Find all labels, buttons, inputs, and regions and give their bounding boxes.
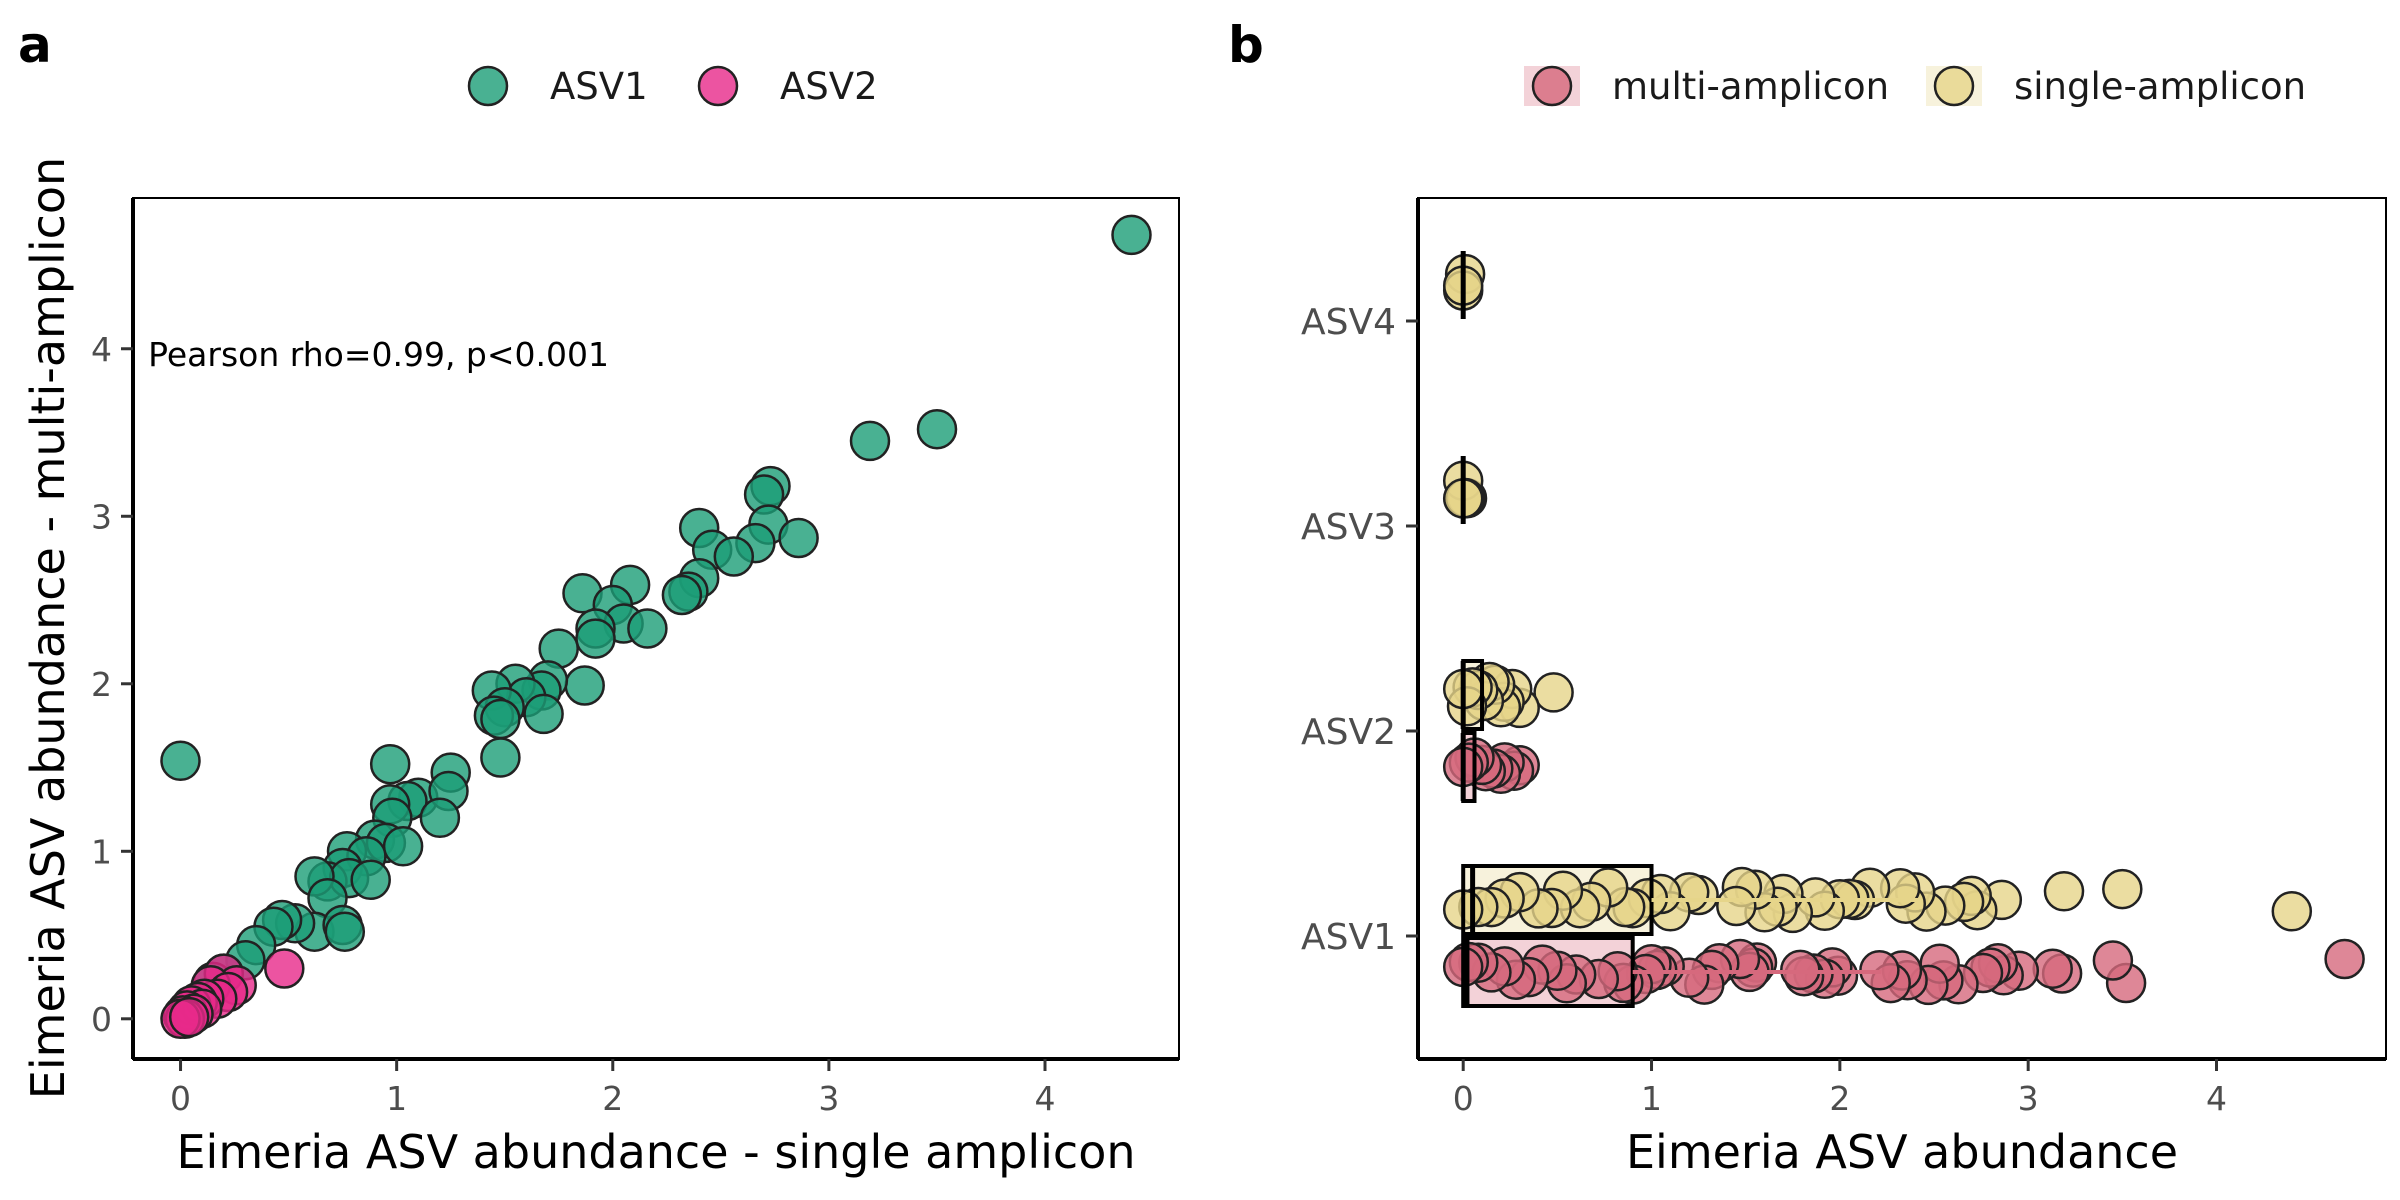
x-tick-label: 0 [170, 1079, 191, 1118]
x-tick-label: 3 [2018, 1079, 2039, 1118]
x-tick-label: 0 [1453, 1079, 1474, 1118]
panel-b-x-axis-title: Eimeria ASV abundance [1626, 1125, 2178, 1179]
asv1-point [160, 740, 201, 782]
panel-a-y-axis-title: Eimeria ASV abundance - multi-amplicon [21, 157, 75, 1099]
single-amplicon-point [2102, 868, 2143, 910]
panel-b-x-ticks: 0 1 2 3 4 [1453, 1059, 2227, 1118]
asv1-point [713, 536, 755, 577]
panel-b-legend: multi-amplicon single-amplicon [1524, 65, 2306, 108]
legend-single-label: single-amplicon [2014, 65, 2306, 108]
x-tick-label: 4 [1035, 1079, 1056, 1118]
y-tick-label: 1 [91, 832, 112, 871]
legend-multi-swatch [1531, 65, 1573, 107]
category-label-asv2: ASV2 [1301, 712, 1396, 753]
single-amplicon-point [1533, 672, 1574, 713]
asv1-point [369, 743, 411, 785]
panel-a-x-axis-title: Eimeria ASV abundance - single amplicon [176, 1125, 1135, 1179]
multi-amplicon-point [2324, 938, 2365, 980]
asv1-point [627, 608, 668, 649]
category-label-asv3: ASV3 [1301, 507, 1396, 548]
y-tick-label: 2 [91, 665, 112, 704]
asv1-point [849, 420, 891, 462]
panel-a-y-ticks: 0 1 2 3 4 [91, 330, 133, 1039]
x-tick-label: 4 [2206, 1079, 2227, 1118]
asv1-point [778, 517, 819, 559]
panel-b-boxes [1460, 251, 1919, 1008]
asv1-point [575, 618, 616, 659]
y-tick-label: 0 [91, 1000, 112, 1039]
legend-asv2-swatch [697, 65, 739, 107]
x-tick-label: 1 [1641, 1079, 1662, 1118]
asv1-point [564, 665, 605, 706]
legend-asv2-label: ASV2 [780, 65, 878, 108]
panel-a-x-ticks: 0 1 2 3 4 [170, 1059, 1056, 1118]
asv1-point [350, 859, 391, 901]
asv1-point [480, 698, 521, 740]
panel-a-legend: ASV1 ASV2 [467, 65, 878, 108]
panel-b-letter: b [1228, 16, 1264, 74]
legend-asv1-label: ASV1 [550, 65, 648, 108]
asv2-point [264, 948, 305, 989]
panel-a-points [160, 214, 1152, 1040]
panel-a-letter: a [18, 16, 52, 74]
asv1-point [480, 737, 521, 778]
multi-amplicon-point [2092, 940, 2134, 981]
single-amplicon-point [2043, 871, 2085, 912]
category-label-asv4: ASV4 [1301, 302, 1396, 343]
multi-amplicon-point [2032, 948, 2073, 989]
y-tick-label: 4 [91, 330, 112, 369]
legend-asv1-swatch [467, 65, 509, 107]
panel-a-plot: 0 1 2 3 4 0 1 2 3 4 Pearson rho=0.99, p<0.001 Ei… [21, 157, 1180, 1179]
panel-b-y-ticks: ASV1 ASV2 ASV3 ASV4 [1301, 302, 1418, 958]
x-tick-label: 2 [1829, 1079, 1850, 1118]
asv1-point [523, 693, 564, 735]
panel-b-plot: 0 1 2 3 4 ASV1 ASV2 ASV3 ASV4 Eimeria ASV abund… [1301, 197, 2387, 1179]
single-amplicon-point [1716, 885, 1757, 927]
asv1-point [661, 574, 703, 616]
pearson-annotation: Pearson rho=0.99, p<0.001 [148, 335, 609, 374]
legend-multi-label: multi-amplicon [1612, 65, 1889, 108]
multi-amplicon-point [1780, 949, 1821, 991]
single-amplicon-point [2271, 891, 2313, 932]
asv1-point [1111, 214, 1152, 256]
asv1-point [382, 826, 424, 867]
asv1-point [324, 911, 366, 952]
asv2-point [168, 996, 210, 1038]
asv1-point [916, 408, 958, 450]
x-tick-label: 2 [602, 1079, 623, 1118]
x-tick-label: 3 [818, 1079, 839, 1118]
y-tick-label: 3 [91, 497, 112, 536]
legend-single-swatch [1933, 65, 1975, 107]
asv1-point [419, 797, 461, 839]
category-label-asv1: ASV1 [1301, 917, 1396, 958]
x-tick-label: 1 [386, 1079, 407, 1118]
